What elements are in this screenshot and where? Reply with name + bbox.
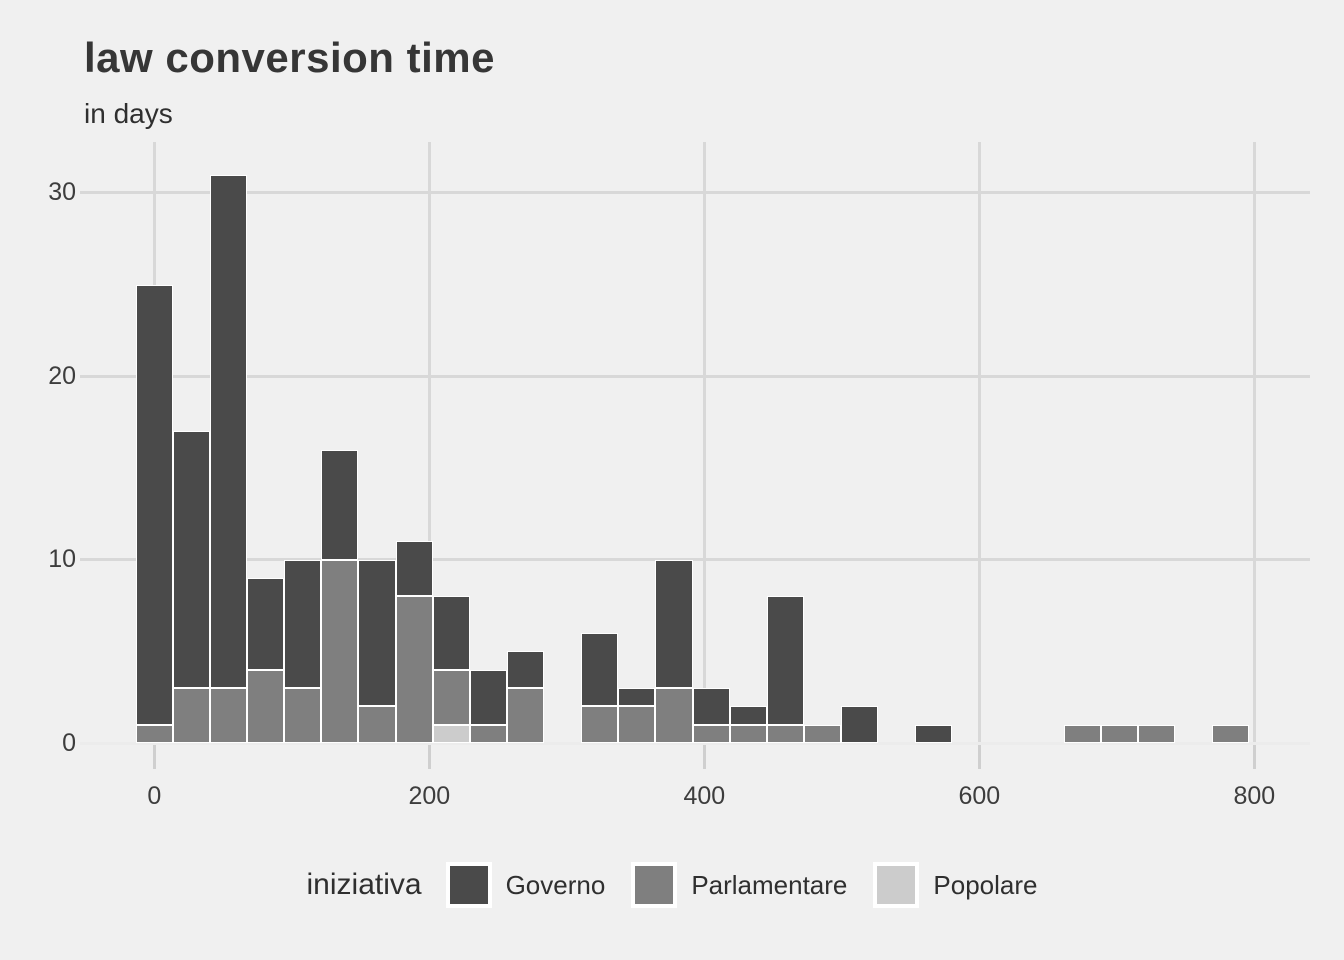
bar-segment-governo-162 [358, 559, 396, 707]
bar-segment-parlamentare-675 [1063, 724, 1101, 743]
bar-segment-governo-108 [284, 559, 322, 688]
bar-segment-parlamentare-486 [803, 724, 842, 743]
bar-segment-governo-513 [841, 706, 879, 743]
legend-item-parlamentare: Parlamentare [631, 862, 847, 908]
x-tick-200 [427, 743, 431, 769]
bar-segment-governo-216 [432, 596, 470, 670]
bar-segment-governo-405 [692, 687, 730, 725]
bar-segment-governo-432 [729, 706, 767, 725]
legend-title: iniziativa [306, 868, 422, 901]
bar-segment-governo-189 [395, 541, 433, 597]
x-tick-800 [1252, 743, 1256, 769]
gridline-x-200 [427, 142, 431, 743]
bar-segment-parlamentare-27 [172, 687, 210, 743]
x-tick-label-400: 400 [683, 782, 726, 810]
y-tick-label-10: 10 [48, 545, 76, 574]
chart-panel [80, 142, 1310, 769]
legend: iniziativa Governo Parlamentare Popolare [0, 849, 1344, 921]
bar-segment-governo-324 [581, 632, 619, 707]
x-tick-label-0: 0 [147, 782, 162, 810]
bar-segment-governo-567 [915, 724, 953, 743]
x-tick-600 [977, 743, 981, 769]
legend-key-governo [445, 862, 492, 908]
legend-key-popolare [873, 862, 920, 908]
chart-subtitle: in days [84, 98, 173, 129]
y-tick-label-20: 20 [48, 361, 76, 390]
bar-segment-governo-54 [209, 174, 248, 688]
legend-item-popolare: Popolare [873, 862, 1037, 908]
gridline-y-20 [80, 374, 1310, 378]
gridline-x-400 [702, 142, 706, 743]
legend-key-parlamentare [631, 862, 678, 908]
x-tick-label-800: 800 [1233, 782, 1276, 810]
chart-title: law conversion time [84, 34, 495, 81]
x-tick-label-600: 600 [958, 782, 1001, 810]
bar-segment-parlamentare-702 [1100, 724, 1139, 743]
bar-segment-parlamentare-0 [135, 724, 173, 743]
bar-segment-parlamentare-162 [358, 706, 396, 743]
bar-segment-governo-243 [469, 669, 507, 725]
legend-label: Popolare [933, 869, 1038, 900]
bar-segment-parlamentare-216 [432, 669, 470, 725]
legend-item-governo: Governo [445, 862, 606, 908]
bar-segment-parlamentare-378 [655, 687, 693, 743]
bar-segment-parlamentare-459 [766, 724, 804, 743]
bar-segment-governo-27 [172, 431, 210, 688]
bar-segment-parlamentare-351 [618, 706, 656, 743]
bar-segment-governo-459 [766, 596, 804, 725]
legend-swatch-icon [877, 866, 916, 904]
y-tick-label-30: 30 [48, 178, 76, 207]
bar-segment-parlamentare-54 [209, 687, 248, 743]
bar-segment-governo-351 [618, 687, 656, 707]
bar-segment-parlamentare-270 [506, 687, 545, 743]
bar-segment-parlamentare-783 [1212, 724, 1250, 743]
bar-segment-parlamentare-135 [321, 559, 359, 743]
x-tick-label-200: 200 [408, 782, 451, 810]
bar-segment-parlamentare-81 [247, 669, 285, 743]
bar-segment-governo-81 [247, 577, 285, 670]
x-tick-0 [152, 743, 156, 769]
gridline-y-10 [80, 558, 1310, 562]
bar-segment-parlamentare-432 [729, 724, 767, 743]
bar-segment-parlamentare-243 [469, 724, 507, 743]
bar-segment-popolare-216 [432, 724, 470, 743]
bar-segment-governo-135 [321, 449, 359, 560]
bar-segment-governo-378 [655, 559, 693, 688]
bar-segment-parlamentare-405 [692, 724, 730, 743]
x-tick-400 [702, 743, 706, 769]
bar-segment-parlamentare-189 [395, 596, 433, 743]
gridline-y-0 [80, 741, 1310, 745]
y-tick-label-0: 0 [62, 728, 76, 757]
legend-label: Governo [505, 869, 606, 900]
bar-segment-parlamentare-729 [1138, 724, 1176, 743]
legend-label: Parlamentare [691, 869, 848, 900]
legend-swatch-icon [635, 866, 674, 904]
gridline-x-600 [977, 142, 981, 743]
gridline-y-30 [80, 191, 1310, 195]
gridline-x-800 [1252, 142, 1256, 743]
bar-segment-parlamentare-108 [284, 687, 322, 743]
bar-segment-parlamentare-324 [581, 706, 619, 743]
bar-segment-governo-0 [135, 284, 173, 725]
legend-swatch-icon [449, 866, 488, 904]
bar-segment-governo-270 [506, 651, 545, 688]
